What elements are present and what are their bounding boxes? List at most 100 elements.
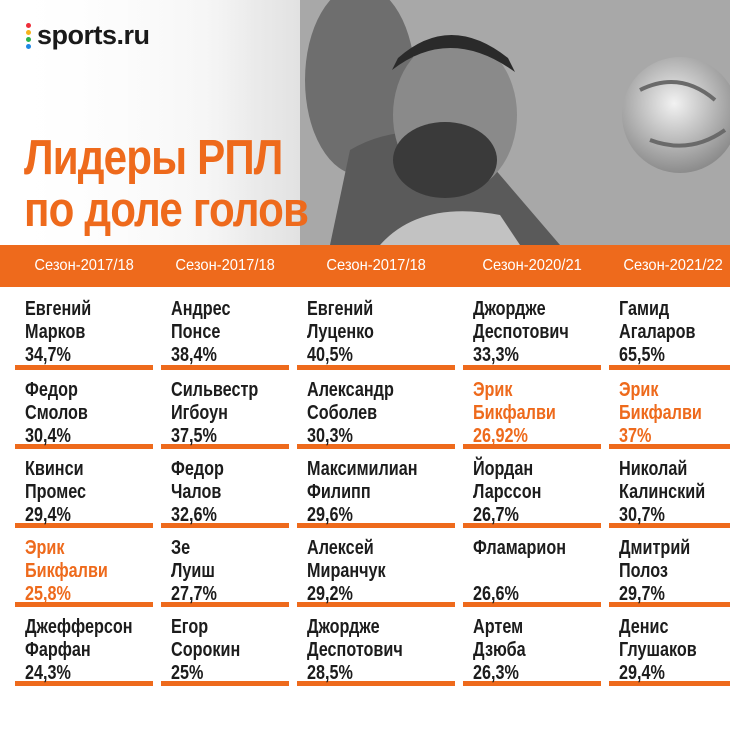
player-first-name: Джефферсон: [25, 616, 133, 638]
goal-share-value: 32,6%: [171, 504, 217, 526]
player-last-name: Миранчук: [307, 560, 386, 582]
season-header: Сезон-2017/18: [15, 245, 153, 287]
player-cell: Александр Соболев 30,3%: [297, 370, 455, 449]
player-first-name: Зе: [171, 537, 191, 559]
player-cell: Федор Чалов 32,6%: [161, 449, 289, 528]
player-first-name: Эрик: [473, 379, 513, 401]
player-first-name: Евгений: [307, 298, 374, 320]
player-first-name: Евгений: [25, 298, 92, 320]
player-first-name: Дмитрий: [619, 537, 691, 559]
player-cell: Зе Луиш 27,7%: [161, 528, 289, 607]
player-first-name: Николай: [619, 458, 688, 480]
player-last-name: Фарфан: [25, 639, 91, 661]
player-last-name: Промес: [25, 481, 87, 503]
player-first-name: Эрик: [25, 537, 65, 559]
title-line-1: Лидеры РПЛ: [24, 131, 283, 185]
player-first-name: Эрик: [619, 379, 659, 401]
season-header: Сезон-2017/18: [161, 245, 289, 287]
player-last-name: Луценко: [307, 321, 374, 343]
player-cell: Йордан Ларссон 26,7%: [463, 449, 601, 528]
player-cell: Егор Сорокин 25%: [161, 607, 289, 686]
player-cell: Сильвестр Игбоун 37,5%: [161, 370, 289, 449]
sports-ru-logo: sports.ru: [26, 20, 150, 51]
player-last-name: Агаларов: [619, 321, 696, 343]
player-photo: [0, 0, 730, 245]
goal-share-value: 33,3%: [473, 344, 519, 366]
player-first-name: Сильвестр: [171, 379, 259, 401]
player-first-name: Александр: [307, 379, 394, 401]
player-cell: Максимилиан Филипп 29,6%: [297, 449, 455, 528]
goal-share-value: 29,7%: [619, 583, 665, 605]
player-cell: Дмитрий Полоз 29,7%: [609, 528, 730, 607]
player-first-name: Фламарион: [473, 537, 567, 559]
player-first-name: Артем: [473, 616, 524, 638]
player-last-name: Марков: [25, 321, 86, 343]
logo-dot: [26, 22, 31, 28]
goal-share-value: 38,4%: [171, 344, 217, 366]
goal-share-value: 26,3%: [473, 662, 519, 684]
player-cell: Евгений Марков 34,7%: [15, 287, 153, 370]
season-label: Сезон-2020/21: [482, 257, 582, 274]
goal-share-value: 29,4%: [25, 504, 71, 526]
goal-share-value: 29,4%: [619, 662, 665, 684]
season-header: Сезон-2021/22: [609, 245, 730, 287]
goal-share-value: 29,6%: [307, 504, 353, 526]
goal-share-value: 30,3%: [307, 425, 353, 447]
player-first-name: Джордже: [473, 298, 546, 320]
player-cell: Федор Смолов 30,4%: [15, 370, 153, 449]
player-last-name: Луиш: [171, 560, 215, 582]
goal-share-value: 26,92%: [473, 425, 528, 447]
player-cell: Гамид Агаларов 65,5%: [609, 287, 730, 370]
player-cell: Квинси Промес 29,4%: [15, 449, 153, 528]
player-first-name: Федор: [25, 379, 78, 401]
hero-banner: sports.ru Лидеры РПЛ по доле голов: [0, 0, 730, 245]
player-cell: Фламарион 26,6%: [463, 528, 601, 607]
player-cell: Эрик Бикфалви 25,8%: [15, 528, 153, 607]
logo-text: sports.ru: [37, 20, 150, 50]
goal-share-value: 26,7%: [473, 504, 519, 526]
title-line-2: по доле голов: [24, 183, 309, 237]
logo-dot: [26, 29, 31, 35]
player-last-name: Игбоун: [171, 402, 228, 424]
logo-dots-icon: [26, 22, 31, 49]
season-label: Сезон-2017/18: [34, 257, 134, 274]
goal-share-value: 25%: [171, 662, 204, 684]
season-label: Сезон-2017/18: [326, 257, 426, 274]
player-last-name: Смолов: [25, 402, 88, 424]
goal-share-value: 40,5%: [307, 344, 353, 366]
bottom-margin: [0, 720, 730, 735]
season-label: Сезон-2017/18: [175, 257, 275, 274]
leaders-table: Сезон-2017/18 Сезон-2017/18 Сезон-2017/18 С…: [15, 245, 730, 686]
goal-share-value: 65,5%: [619, 344, 665, 366]
season-label: Сезон-2021/22: [623, 257, 723, 274]
player-last-name: Дзюба: [473, 639, 526, 661]
player-first-name: Денис: [619, 616, 669, 638]
player-cell: Джефферсон Фарфан 24,3%: [15, 607, 153, 686]
goal-share-value: 25,8%: [25, 583, 71, 605]
player-last-name: Бикфалви: [619, 402, 702, 424]
player-first-name: Федор: [171, 458, 224, 480]
player-last-name: [473, 560, 577, 583]
player-first-name: Квинси: [25, 458, 84, 480]
season-header: Сезон-2017/18: [297, 245, 455, 287]
player-last-name: Чалов: [171, 481, 222, 503]
logo-dot: [26, 36, 31, 42]
player-last-name: Калинский: [619, 481, 706, 503]
season-header-band: [0, 245, 730, 287]
goal-share-value: 29,2%: [307, 583, 353, 605]
player-cell: Николай Калинский 30,7%: [609, 449, 730, 528]
player-cell: Эрик Бикфалви 37%: [609, 370, 730, 449]
player-cell: Артем Дзюба 26,3%: [463, 607, 601, 686]
logo-dot: [26, 43, 31, 49]
player-cell: Алексей Миранчук 29,2%: [297, 528, 455, 607]
goal-share-value: 30,7%: [619, 504, 665, 526]
player-first-name: Йордан: [473, 458, 534, 480]
player-first-name: Андрес: [171, 298, 231, 320]
player-last-name: Соболев: [307, 402, 378, 424]
player-cell: Джордже Деспотович 33,3%: [463, 287, 601, 370]
player-cell: Эрик Бикфалви 26,92%: [463, 370, 601, 449]
player-first-name: Егор: [171, 616, 209, 638]
goal-share-value: 24,3%: [25, 662, 71, 684]
goal-share-value: 28,5%: [307, 662, 353, 684]
goal-share-value: 30,4%: [25, 425, 71, 447]
